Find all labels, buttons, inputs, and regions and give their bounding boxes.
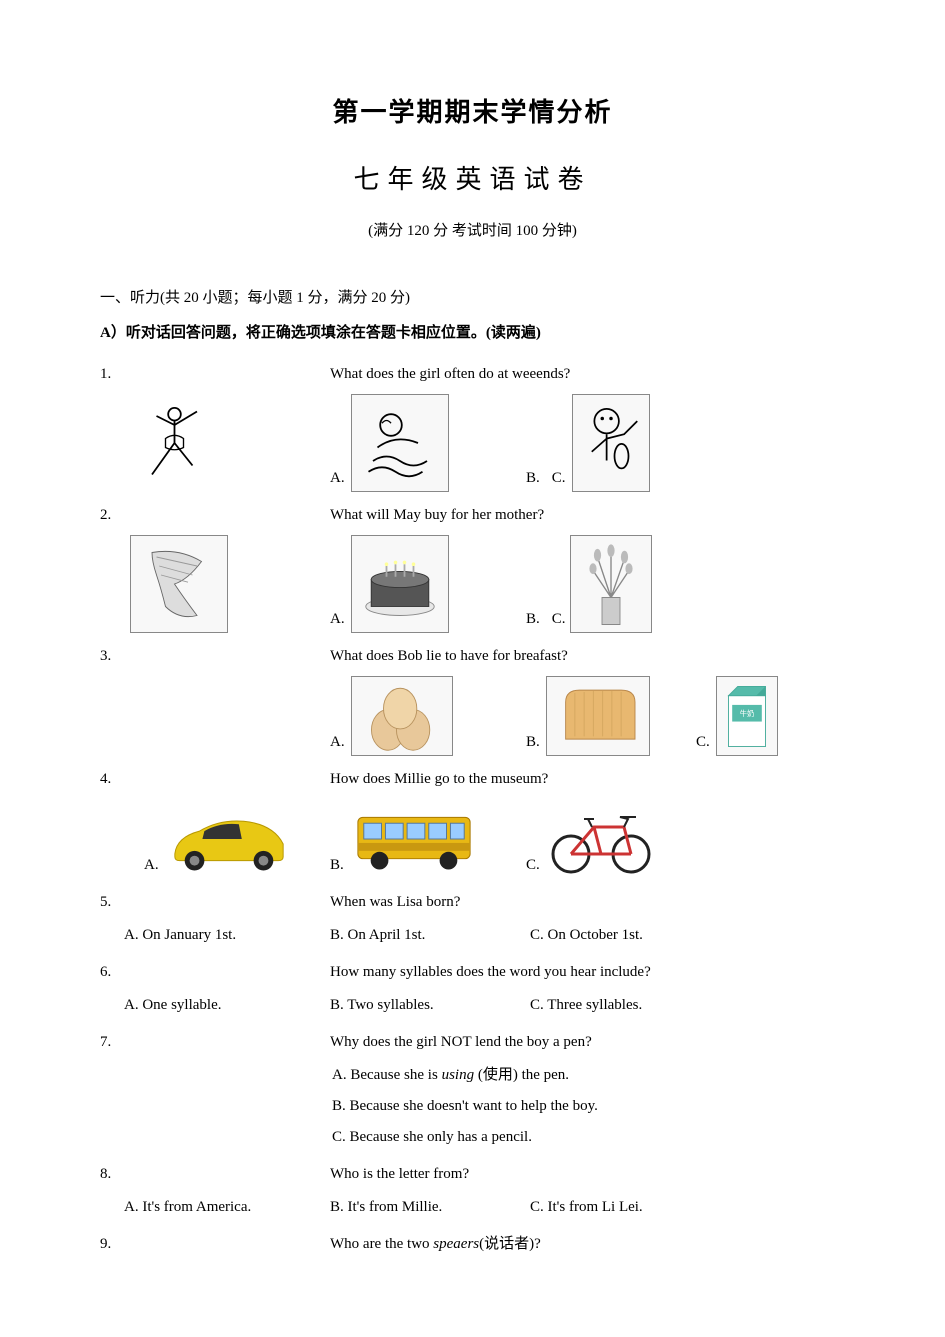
q9-number: 9.: [100, 1231, 330, 1258]
q4-option-b-label: B.: [330, 852, 344, 879]
question-6: 6. How many syllables does the word you …: [100, 959, 845, 1019]
q6-number: 6.: [100, 959, 330, 986]
question-3: 3. What does Bob lie to have for breafas…: [100, 643, 845, 756]
question-4: 4. How does Millie go to the museum? A. …: [100, 766, 845, 879]
q2-image-scarf: [130, 535, 228, 633]
q4-number: 4.: [100, 766, 330, 793]
q8-text: Who is the letter from?: [330, 1161, 469, 1188]
title-main: 第一学期期末学情分析: [100, 90, 845, 137]
q3-number: 3.: [100, 643, 330, 670]
question-8: 8. Who is the letter from? A. It's from …: [100, 1161, 845, 1221]
q1-option-b-label: B.: [526, 465, 540, 492]
q3-image-milk: 牛奶: [716, 676, 778, 756]
q5-option-c: C. On October 1st.: [530, 922, 643, 949]
q1-image-swimmer: [351, 394, 449, 492]
q2-option-c-label: C.: [552, 606, 566, 633]
q2-number: 2.: [100, 502, 330, 529]
q8-number: 8.: [100, 1161, 330, 1188]
q4-image-bus: [350, 799, 478, 879]
q2-option-b-label: B.: [526, 606, 540, 633]
q6-text: How many syllables does the word you hea…: [330, 959, 651, 986]
q6-option-c: C. Three syllables.: [530, 992, 642, 1019]
title-subtitle: 七年级英语试卷: [100, 157, 845, 204]
q4-option-a-label: A.: [144, 852, 159, 879]
q3-option-a-label: A.: [330, 729, 345, 756]
question-1: 1. What does the girl often do at weeend…: [100, 361, 845, 492]
q4-option-c-label: C.: [526, 852, 540, 879]
q4-text: How does Millie go to the museum?: [330, 766, 548, 793]
q1-number: 1.: [100, 361, 330, 388]
section-1-instruction: A）听对话回答问题，将正确选项填涂在答题卡相应位置。(读两遍): [100, 320, 845, 347]
q7-option-c: C. Because she only has a pencil.: [100, 1124, 845, 1151]
q1-image-violin: [572, 394, 650, 492]
q2-text: What will May buy for her mother?: [330, 502, 544, 529]
q7-option-b: B. Because she doesn't want to help the …: [100, 1093, 845, 1120]
q3-image-bread: [546, 676, 650, 756]
q1-text: What does the girl often do at weeends?: [330, 361, 570, 388]
q4-image-bicycle: [546, 799, 656, 879]
exam-info: (满分 120 分 考试时间 100 分钟): [100, 218, 845, 245]
q1-option-a-label: A.: [330, 465, 345, 492]
q5-option-b: B. On April 1st.: [330, 922, 530, 949]
q2-image-cake: [351, 535, 449, 633]
q5-text: When was Lisa born?: [330, 889, 460, 916]
q3-text: What does Bob lie to have for breafast?: [330, 643, 568, 670]
q8-option-c: C. It's from Li Lei.: [530, 1194, 643, 1221]
question-9: 9. Who are the two speaers(说话者)?: [100, 1231, 845, 1258]
q6-option-b: B. Two syllables.: [330, 992, 530, 1019]
q4-image-car: [165, 799, 293, 879]
q5-number: 5.: [100, 889, 330, 916]
q3-option-c-label: C.: [696, 729, 710, 756]
q8-option-b: B. It's from Millie.: [330, 1194, 530, 1221]
q7-option-a: A. Because she is using (使用) the pen.: [100, 1062, 845, 1089]
q1-image-dancer: [130, 394, 228, 492]
question-2: 2. What will May buy for her mother? A. …: [100, 502, 845, 633]
q2-option-a-label: A.: [330, 606, 345, 633]
section-1-heading: 一、听力(共 20 小题；每小题 1 分，满分 20 分): [100, 285, 845, 312]
q7-text: Why does the girl NOT lend the boy a pen…: [330, 1029, 592, 1056]
q7-number: 7.: [100, 1029, 330, 1056]
q9-text: Who are the two speaers(说话者)?: [330, 1231, 541, 1258]
q3-image-eggs: [351, 676, 453, 756]
q8-option-a: A. It's from America.: [100, 1194, 330, 1221]
q6-option-a: A. One syllable.: [100, 992, 330, 1019]
q3-option-b-label: B.: [526, 729, 540, 756]
q5-option-a: A. On January 1st.: [100, 922, 330, 949]
svg-text:牛奶: 牛奶: [739, 709, 754, 718]
q1-option-c-label: C.: [552, 465, 566, 492]
question-7: 7. Why does the girl NOT lend the boy a …: [100, 1029, 845, 1151]
q2-image-flowers: [570, 535, 652, 633]
question-5: 5. When was Lisa born? A. On January 1st…: [100, 889, 845, 949]
